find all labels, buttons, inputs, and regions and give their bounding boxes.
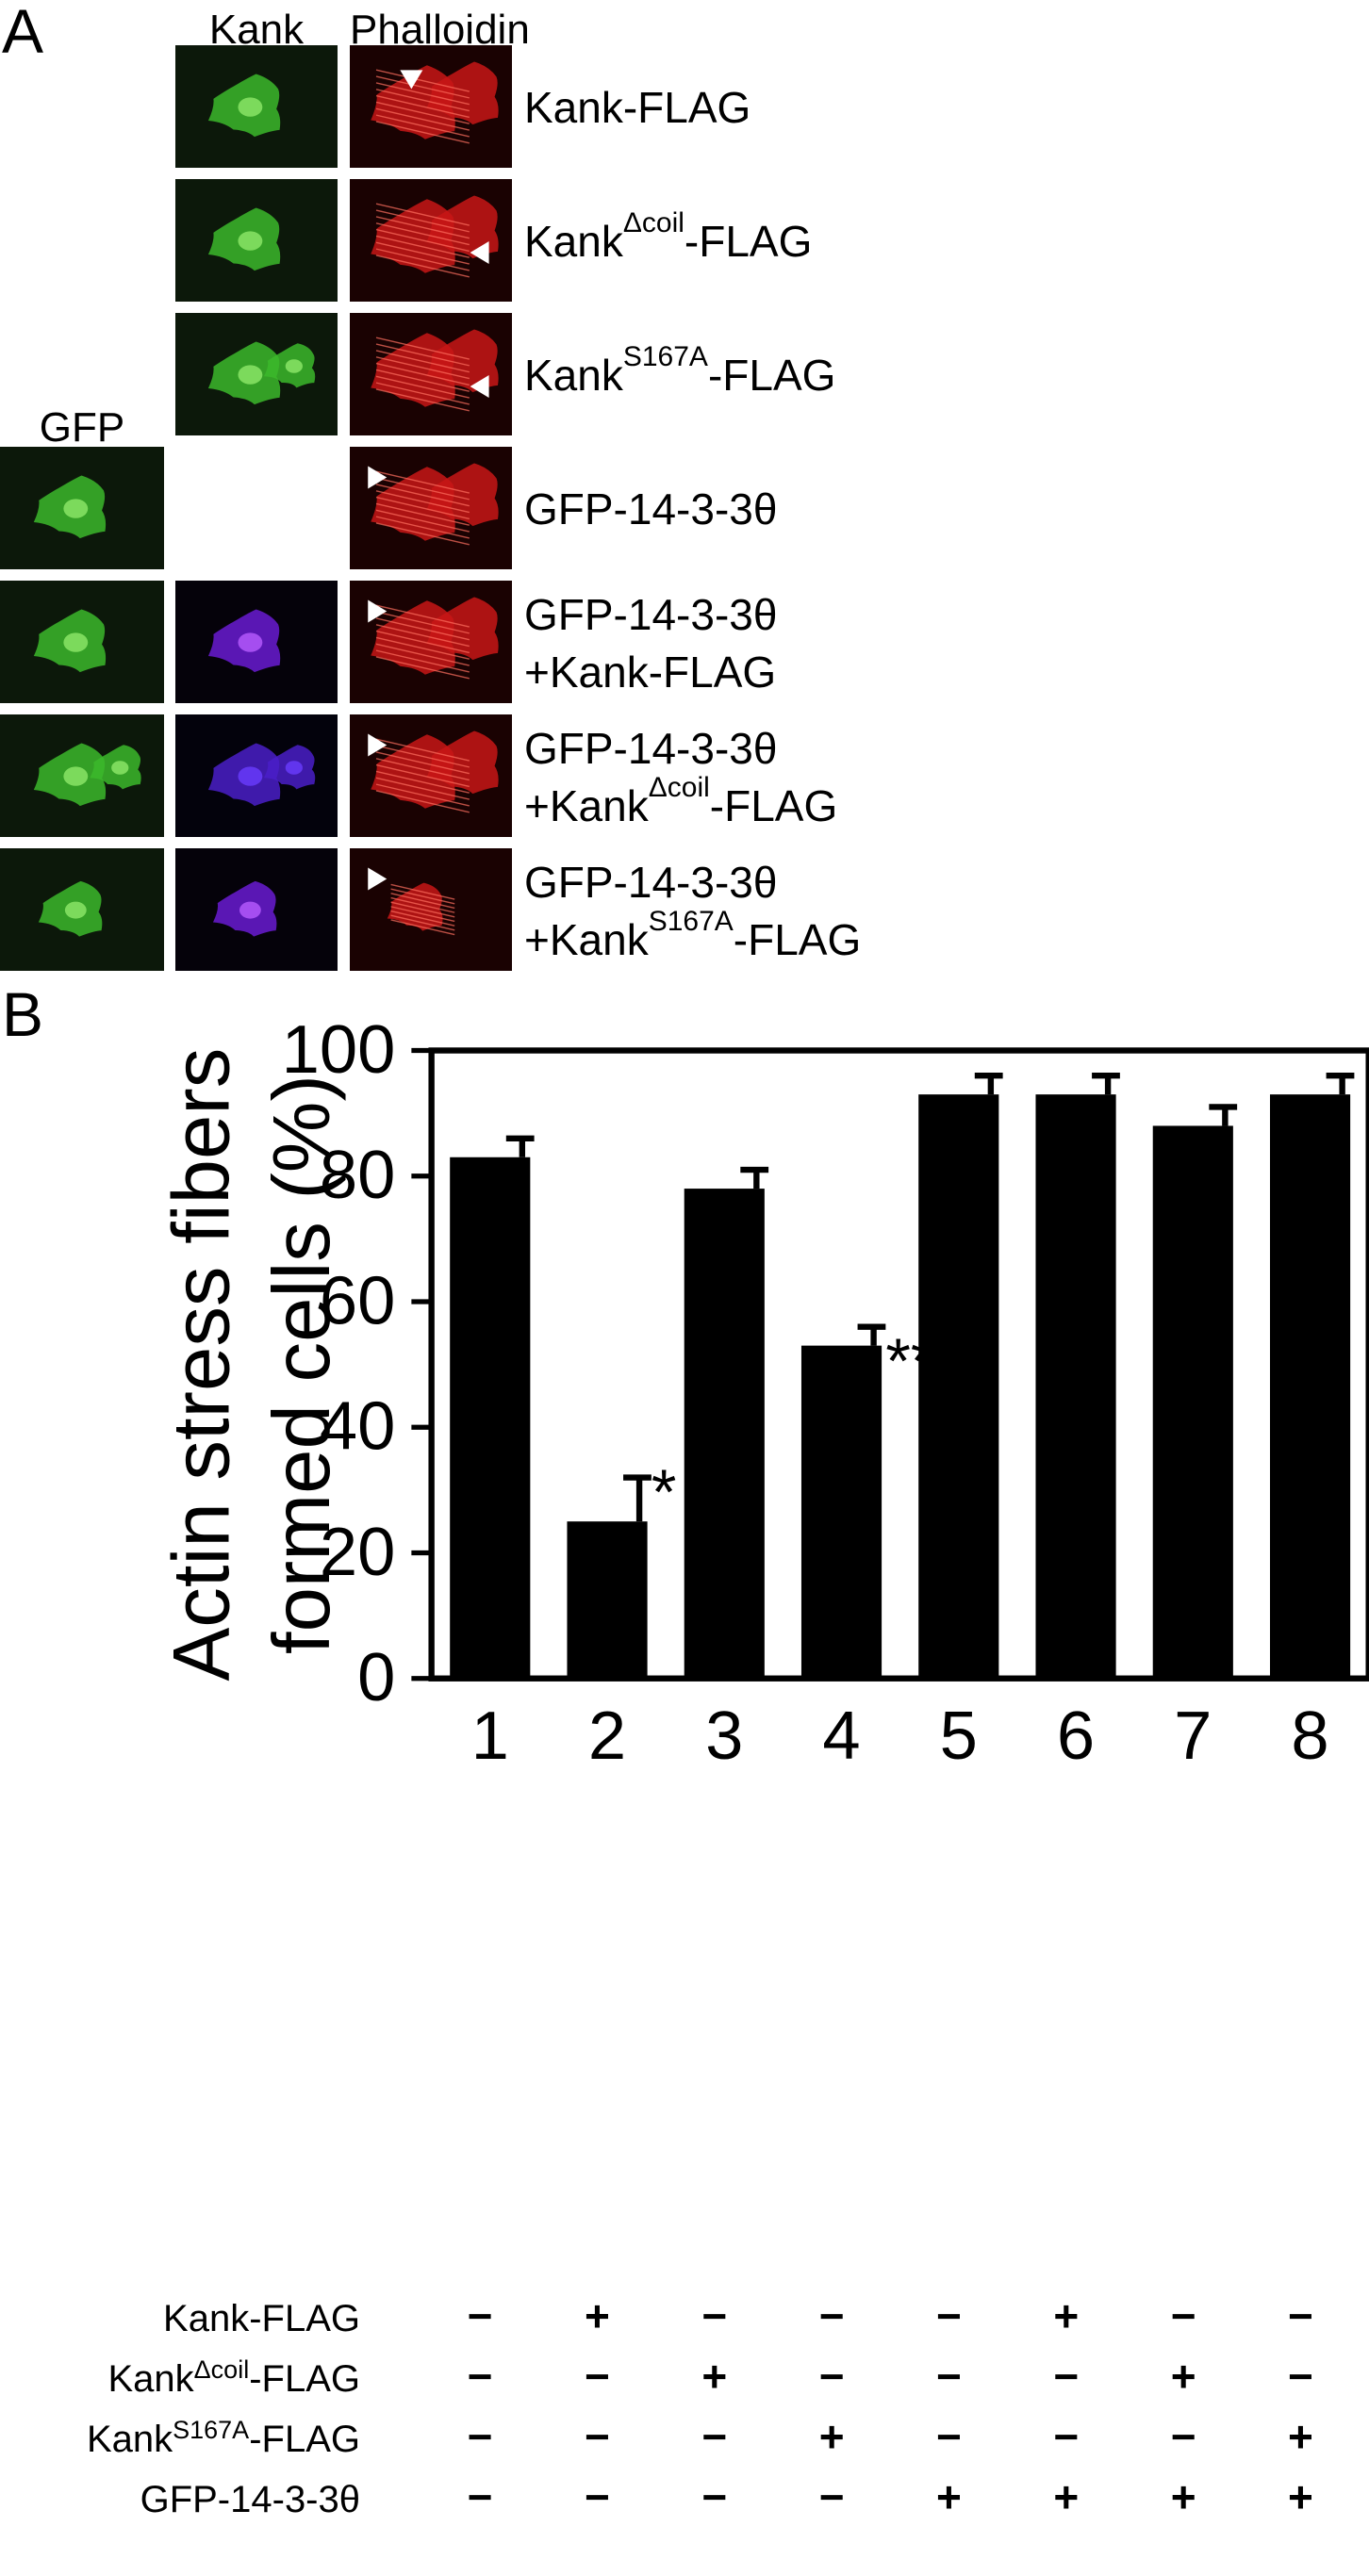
kank-micrograph xyxy=(175,714,338,837)
bar xyxy=(450,1157,531,1679)
minus-sign: − xyxy=(1288,2291,1313,2340)
plus-sign: + xyxy=(701,2352,728,2401)
condition-label: KankΔcoil-FLAG xyxy=(107,2355,360,2400)
row-label: GFP-14-3-3θ +KankS167A-FLAG xyxy=(524,858,862,964)
kank-micrograph xyxy=(175,179,338,302)
x-tick-label: 3 xyxy=(705,1698,743,1774)
minus-sign: − xyxy=(1053,2352,1080,2401)
phalloidin-micrograph xyxy=(350,313,512,435)
y-axis-label: Actin stress fibers formed cells (%) xyxy=(157,1048,347,1682)
x-tick-label: 8 xyxy=(1291,1698,1328,1774)
row-label: GFP-14-3-3θ xyxy=(524,484,778,533)
y-tick-label: 60 xyxy=(320,1262,396,1338)
minus-sign: − xyxy=(936,2352,962,2401)
y-tick-label: 0 xyxy=(357,1639,395,1715)
row-label: GFP-14-3-3θ +KankΔcoil-FLAG xyxy=(524,724,838,830)
plus-sign: + xyxy=(1053,2472,1080,2521)
phalloidin-micrograph xyxy=(350,848,512,971)
x-tick-label: 7 xyxy=(1174,1698,1212,1774)
kank-micrograph xyxy=(175,581,338,703)
significance-marker: ** xyxy=(885,1325,935,1397)
minus-sign: − xyxy=(1053,2412,1080,2461)
minus-sign: − xyxy=(818,2472,845,2521)
bar xyxy=(1269,1094,1351,1679)
panel-a-letter: A xyxy=(2,0,44,66)
y-tick-label: 80 xyxy=(320,1137,396,1213)
minus-sign: − xyxy=(467,2352,493,2401)
plus-sign: + xyxy=(1288,2412,1313,2461)
plus-sign: + xyxy=(936,2472,962,2521)
row-label: KankS167A-FLAG xyxy=(524,341,836,401)
minus-sign: − xyxy=(585,2412,610,2461)
plus-sign: + xyxy=(585,2291,610,2340)
row-label: GFP-14-3-3θ +Kank-FLAG xyxy=(524,590,778,697)
gfp-micrograph xyxy=(0,581,164,703)
minus-sign: − xyxy=(936,2412,962,2461)
plus-sign: + xyxy=(1170,2352,1196,2401)
kank-micrograph xyxy=(175,45,338,168)
phalloidin-micrograph xyxy=(350,714,512,837)
panel-b-letter: B xyxy=(2,979,44,1049)
minus-sign: − xyxy=(818,2352,845,2401)
row-label: Kank-FLAG xyxy=(524,83,751,132)
minus-sign: − xyxy=(701,2472,728,2521)
significance-marker: * xyxy=(652,1456,677,1528)
condition-label: GFP-14-3-3θ xyxy=(140,2479,360,2520)
column-header-gfp: GFP xyxy=(39,404,125,451)
y-tick-label: 40 xyxy=(320,1388,396,1465)
column-header-phalloidin: Phalloidin xyxy=(350,7,530,53)
plus-sign: + xyxy=(1170,2472,1196,2521)
gfp-micrograph xyxy=(0,848,164,971)
kank-micrograph xyxy=(175,313,338,435)
phalloidin-micrograph xyxy=(350,581,512,703)
y-tick-label: 100 xyxy=(282,1011,396,1088)
plus-sign: + xyxy=(1053,2291,1080,2340)
x-tick-label: 1 xyxy=(471,1698,509,1774)
phalloidin-micrograph xyxy=(350,179,512,302)
plus-sign: + xyxy=(818,2412,845,2461)
bar xyxy=(800,1345,882,1679)
column-header-kank: Kank xyxy=(208,7,305,53)
bar xyxy=(567,1521,648,1679)
condition-label: Kank-FLAG xyxy=(163,2298,360,2339)
minus-sign: − xyxy=(936,2291,962,2340)
plus-sign: + xyxy=(1288,2472,1313,2521)
bar xyxy=(1152,1125,1233,1679)
minus-sign: − xyxy=(818,2291,845,2340)
phalloidin-micrograph xyxy=(350,45,512,168)
minus-sign: − xyxy=(1170,2291,1196,2340)
row-label: KankΔcoil-FLAG xyxy=(524,207,813,267)
x-tick-label: 2 xyxy=(588,1698,626,1774)
y-tick-label: 20 xyxy=(320,1514,396,1590)
minus-sign: − xyxy=(467,2412,493,2461)
minus-sign: − xyxy=(701,2291,728,2340)
bar xyxy=(1035,1094,1116,1679)
minus-sign: − xyxy=(585,2472,610,2521)
gfp-micrograph xyxy=(0,714,164,837)
minus-sign: − xyxy=(701,2412,728,2461)
minus-sign: − xyxy=(467,2472,493,2521)
condition-label: KankS167A-FLAG xyxy=(86,2416,360,2460)
gfp-micrograph xyxy=(0,447,164,569)
x-tick-label: 6 xyxy=(1057,1698,1095,1774)
x-tick-label: 4 xyxy=(822,1698,860,1774)
minus-sign: − xyxy=(1288,2352,1313,2401)
minus-sign: − xyxy=(1170,2412,1196,2461)
minus-sign: − xyxy=(585,2352,610,2401)
kank-micrograph xyxy=(175,848,338,971)
x-tick-label: 5 xyxy=(940,1698,978,1774)
bar xyxy=(684,1189,765,1679)
phalloidin-micrograph xyxy=(350,447,512,569)
bar xyxy=(918,1094,999,1679)
bar-chart: 0 20 40 60 80 100 1 2 * 3 4 ** 5 6 7 8 Actin stress fibe… xyxy=(157,1011,1369,1774)
minus-sign: − xyxy=(467,2291,493,2340)
